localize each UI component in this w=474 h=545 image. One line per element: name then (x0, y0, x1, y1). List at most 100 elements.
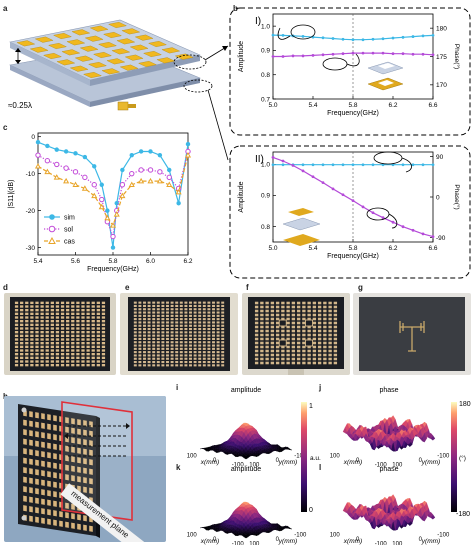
unit-cell (35, 323, 39, 327)
x-axis-label: x(mm) (200, 459, 219, 466)
unit-cell (207, 351, 211, 354)
unit-cell (175, 357, 179, 360)
unit-cell (212, 301, 215, 304)
unit-cell (275, 313, 280, 317)
unit-cell (96, 334, 100, 338)
unit-cell (296, 341, 301, 345)
unit-cell (216, 327, 220, 331)
x-tick-label: 5.8 (108, 258, 117, 265)
series-1-point (421, 232, 425, 236)
unit-cell (328, 357, 332, 361)
unit-cell (25, 363, 29, 367)
unit-cell (179, 344, 183, 347)
sol-point (157, 169, 163, 175)
unit-cell (147, 351, 151, 354)
unit-cell (328, 349, 332, 353)
unit-cell (281, 329, 285, 333)
patch-top (89, 25, 109, 32)
unit-cell (317, 333, 322, 337)
unit-cell (270, 361, 275, 365)
photo-h: measurement plane (4, 396, 166, 542)
unit-cell (147, 347, 151, 350)
unit-cell (60, 352, 65, 356)
unit-cell (189, 337, 192, 340)
unit-cell (179, 331, 183, 334)
unit-cell (83, 458, 87, 465)
unit-cell (152, 331, 156, 334)
unit-cell (45, 319, 49, 323)
unit-cell (193, 334, 197, 337)
unit-cell (81, 341, 85, 345)
unit-cell (89, 440, 93, 447)
unit-cell (333, 325, 338, 329)
unit-cell (270, 301, 275, 305)
unit-cell (189, 344, 192, 347)
unit-cell (23, 457, 27, 464)
x-tick-label: 0 (356, 458, 360, 464)
unit-cell (170, 301, 174, 304)
cas-point (91, 192, 98, 199)
unit-cell (212, 327, 215, 331)
unit-cell (86, 360, 90, 363)
unit-cell (207, 327, 211, 331)
unit-cell (270, 341, 275, 345)
unit-cell (60, 308, 65, 312)
unit-cell (96, 363, 100, 367)
series-0-point (361, 163, 365, 167)
unit-cell (184, 311, 188, 314)
unit-cell (55, 341, 60, 345)
unit-cell (281, 313, 285, 317)
unit-cell (323, 361, 327, 365)
unit-cell (170, 357, 174, 360)
unit-cell (40, 349, 44, 352)
unit-cell (275, 325, 280, 329)
unit-cell (166, 318, 169, 321)
unit-cell (193, 318, 197, 321)
unit-cell (291, 313, 296, 317)
unit-cell (60, 312, 65, 316)
unit-cell (14, 319, 19, 323)
patch-top (43, 52, 62, 60)
y2-tick-label: 180 (436, 25, 447, 32)
unit-cell (55, 356, 60, 360)
unit-cell (41, 498, 45, 505)
series-1-point (361, 51, 365, 55)
unit-cell (40, 345, 44, 349)
unit-cell (29, 496, 33, 503)
unit-cell (35, 516, 39, 523)
unit-cell (101, 319, 106, 323)
patch-top (48, 42, 67, 50)
unit-cell (96, 349, 100, 352)
x-axis-label: Frequency(GHz) (87, 266, 139, 273)
surface-title: phase (379, 387, 398, 394)
unit-cell (161, 347, 165, 350)
unit-cell (193, 321, 197, 324)
feed-slot (305, 319, 313, 327)
unit-cell (138, 311, 142, 314)
unit-cell (50, 345, 54, 349)
unit-cell (161, 360, 165, 364)
unit-cell (202, 318, 206, 321)
unit-cell (221, 347, 225, 350)
unit-cell (156, 337, 160, 340)
series-1-point (371, 51, 375, 55)
series-0-point (381, 37, 385, 41)
unit-cell (71, 352, 75, 356)
unit-cell (60, 305, 65, 308)
unit-cell (25, 312, 29, 316)
series-1-point (311, 53, 315, 57)
unit-cell (20, 319, 24, 323)
unit-cell (35, 507, 39, 514)
unit-cell (202, 337, 206, 340)
unit-cell (71, 308, 75, 312)
unit-cell (198, 314, 202, 317)
unit-cell (65, 455, 69, 462)
unit-cell (71, 345, 75, 349)
unit-cell (71, 356, 75, 360)
unit-cell (59, 520, 63, 527)
unit-cell (275, 341, 280, 345)
unit-cell (317, 361, 322, 365)
unit-cell (53, 481, 57, 488)
unit-cell (83, 467, 87, 474)
x-tick-label: -100 (232, 462, 245, 468)
